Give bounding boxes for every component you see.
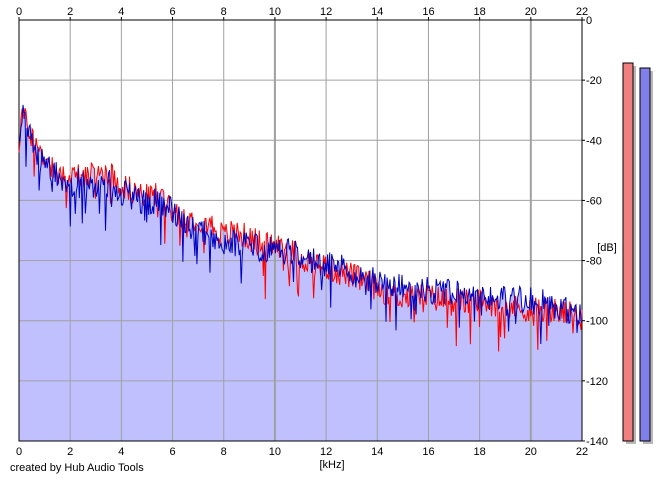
- x-tick-bottom: 10: [269, 446, 281, 458]
- x-tick-top: 6: [169, 6, 175, 18]
- x-tick-top: 18: [474, 6, 486, 18]
- x-axis-label: [kHz]: [319, 459, 344, 471]
- x-tick-top: 20: [525, 6, 537, 18]
- y-tick-label: -120: [586, 376, 608, 388]
- x-tick-bottom: 6: [169, 446, 175, 458]
- x-tick-bottom: 14: [371, 446, 383, 458]
- x-tick-bottom: 8: [221, 446, 227, 458]
- x-tick-bottom: 18: [474, 446, 486, 458]
- y-tick-label: -100: [586, 316, 608, 328]
- y-axis-label: [dB]: [597, 242, 617, 254]
- x-tick-top: 12: [320, 6, 332, 18]
- spectrum-fill-area: [19, 104, 582, 442]
- y-tick-label: -80: [586, 256, 602, 268]
- x-tick-top: 4: [118, 6, 124, 18]
- x-tick-bottom: 0: [16, 446, 22, 458]
- x-tick-top: 22: [576, 6, 588, 18]
- x-tick-bottom: 20: [525, 446, 537, 458]
- y-tick-label: -40: [586, 135, 602, 147]
- y-tick-label: -60: [586, 195, 602, 207]
- x-tick-top: 14: [371, 6, 383, 18]
- x-tick-bottom: 22: [576, 446, 588, 458]
- x-tick-top: 10: [269, 6, 281, 18]
- plot-frame: [18, 19, 583, 442]
- y-tick-label: 0: [586, 15, 592, 27]
- level-meter-right: [639, 67, 651, 442]
- footer-credit: created by Hub Audio Tools: [10, 462, 144, 474]
- x-tick-top: 2: [67, 6, 73, 18]
- x-tick-top: 8: [221, 6, 227, 18]
- series-line-blue: [18, 104, 583, 345]
- x-tick-bottom: 16: [422, 446, 434, 458]
- x-tick-bottom: 2: [67, 446, 73, 458]
- x-tick-top: 16: [422, 6, 434, 18]
- level-meter-left: [622, 62, 634, 442]
- y-tick-label: -20: [586, 75, 602, 87]
- y-tick-label: -140: [586, 436, 608, 448]
- x-tick-top: 0: [16, 6, 22, 18]
- x-tick-bottom: 4: [118, 446, 124, 458]
- x-tick-bottom: 12: [320, 446, 332, 458]
